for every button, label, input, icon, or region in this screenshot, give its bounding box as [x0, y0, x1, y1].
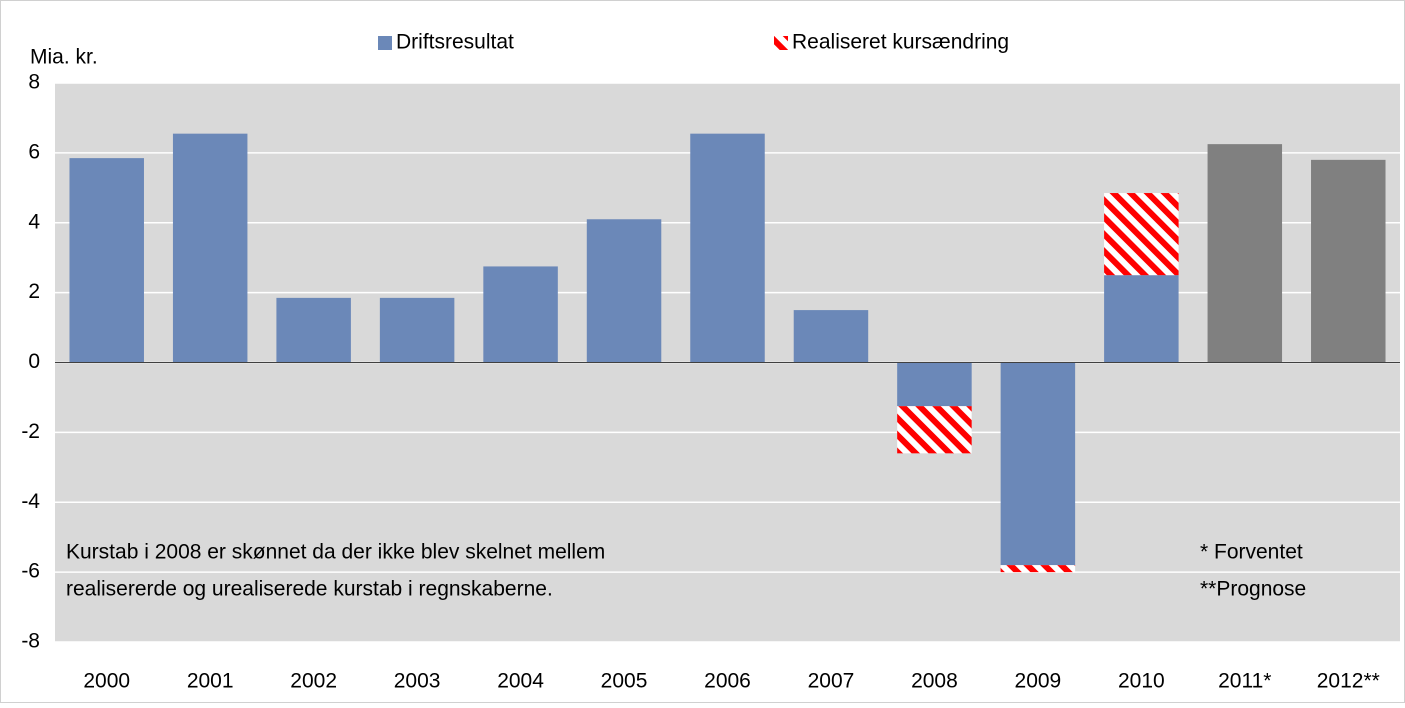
- bar: [69, 158, 144, 363]
- x-tick-label: 2012**: [1317, 670, 1380, 693]
- x-tick-label: 2002: [290, 670, 337, 693]
- x-tick-label: 2005: [601, 670, 648, 693]
- annotation: realisererde og urealiserede kurstab i r…: [66, 578, 553, 601]
- y-tick-label: -6: [21, 560, 40, 583]
- y-tick-label: 4: [28, 210, 40, 233]
- y-tick-label: -2: [21, 420, 40, 443]
- y-axis-label: Mia. kr.: [30, 46, 98, 69]
- legend-swatch: [378, 36, 392, 50]
- x-tick-label: 2001: [187, 670, 234, 693]
- bar: [483, 266, 558, 363]
- bar: [1104, 193, 1179, 276]
- x-tick-label: 2003: [394, 670, 441, 693]
- bar: [793, 310, 869, 363]
- y-tick-label: 0: [28, 350, 40, 373]
- bar: [172, 133, 248, 363]
- x-tick-label: 2011*: [1218, 670, 1271, 693]
- bar: [897, 406, 972, 454]
- annotation: **Prognose: [1200, 578, 1306, 601]
- x-tick-label: 2010: [1118, 670, 1165, 693]
- y-tick-label: 2: [28, 280, 40, 303]
- legend-swatch: [774, 36, 788, 50]
- x-tick-label: 2008: [911, 670, 958, 693]
- x-tick-label: 2007: [808, 670, 855, 693]
- bar: [1104, 275, 1179, 363]
- x-tick-label: 2009: [1015, 670, 1062, 693]
- bar: [586, 219, 662, 363]
- bar: [379, 297, 455, 363]
- bar: [690, 133, 765, 363]
- annotation: Kurstab i 2008 er skønnet da der ikke bl…: [66, 541, 605, 564]
- legend-label: Realiseret kursændring: [792, 31, 1009, 54]
- y-tick-label: 8: [28, 71, 40, 94]
- bar: [1000, 362, 1076, 566]
- y-tick-label: -8: [21, 630, 40, 653]
- bar: [1207, 144, 1283, 363]
- x-tick-label: 2006: [704, 670, 751, 693]
- bar: [276, 297, 351, 363]
- y-tick-label: 6: [28, 140, 40, 163]
- bar: [897, 362, 972, 407]
- bar: [1311, 159, 1386, 363]
- annotation: * Forventet: [1200, 541, 1303, 564]
- bar: [1000, 565, 1076, 573]
- x-tick-label: 2004: [497, 670, 544, 693]
- y-tick-label: -4: [21, 490, 40, 513]
- x-tick-label: 2000: [83, 670, 130, 693]
- legend-label: Driftsresultat: [396, 31, 514, 54]
